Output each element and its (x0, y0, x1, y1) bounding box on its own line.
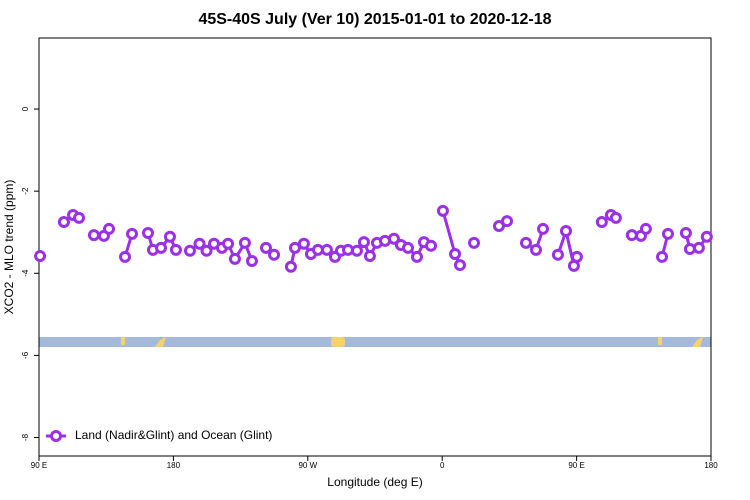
point (402, 241, 415, 254)
point (700, 230, 713, 243)
point (103, 222, 116, 235)
point (73, 211, 86, 224)
point (570, 250, 583, 263)
point (320, 243, 333, 256)
point (238, 236, 251, 249)
point (163, 230, 176, 243)
legend-swatch-point (50, 430, 62, 442)
point (142, 227, 155, 240)
point (639, 222, 652, 235)
point (155, 241, 168, 254)
point (692, 241, 705, 254)
point (625, 229, 638, 242)
point (468, 236, 481, 249)
point (57, 215, 70, 228)
point (661, 227, 674, 240)
point (551, 248, 564, 261)
x-tick-label: 180 (167, 461, 181, 470)
point (284, 260, 297, 273)
point (268, 248, 281, 261)
point (492, 220, 505, 233)
point (656, 250, 669, 263)
legend-label: Land (Nadir&Glint) and Ocean (Glint) (75, 428, 272, 442)
point (183, 244, 196, 257)
chart-title: 45S-40S July (Ver 10) 2015-01-01 to 2020… (198, 11, 551, 28)
point (200, 244, 213, 257)
y-tick-label: 0 (21, 106, 30, 111)
x-tick-label: 0 (440, 461, 445, 470)
x-axis-label: Longitude (deg E) (327, 475, 422, 489)
point (34, 250, 47, 263)
y-tick-label: -4 (21, 269, 30, 277)
point (245, 254, 258, 267)
point (363, 250, 376, 263)
point (559, 224, 572, 237)
point (453, 259, 466, 272)
point (425, 239, 437, 252)
point (119, 250, 132, 263)
point (679, 227, 692, 240)
x-tick-label: 90 W (298, 461, 317, 470)
point (297, 237, 310, 250)
point (288, 241, 301, 254)
plot-frame (38, 37, 712, 457)
point (357, 236, 370, 249)
point (501, 215, 514, 228)
point (350, 244, 363, 257)
map-strip (39, 337, 711, 347)
y-tick-label: -2 (21, 187, 30, 195)
y-tick-label: -8 (21, 433, 30, 441)
x-tick-label: 180 (704, 461, 718, 470)
point (228, 252, 241, 265)
point (222, 237, 235, 250)
point (387, 232, 400, 245)
point (169, 243, 182, 256)
x-tick-label: 90 E (31, 461, 47, 470)
point (87, 229, 100, 242)
y-axis-label: XCO2 - MLO trend (ppm) (2, 180, 16, 315)
point (259, 241, 272, 254)
point (126, 227, 139, 240)
x-tick-label: 90 E (568, 461, 584, 470)
point (529, 243, 542, 256)
point (436, 204, 449, 217)
point (537, 222, 549, 235)
point (595, 215, 608, 228)
point (449, 247, 462, 260)
y-tick-label: -6 (21, 351, 30, 359)
point (519, 236, 532, 249)
point (609, 211, 622, 224)
point (410, 250, 423, 263)
point (193, 237, 206, 250)
